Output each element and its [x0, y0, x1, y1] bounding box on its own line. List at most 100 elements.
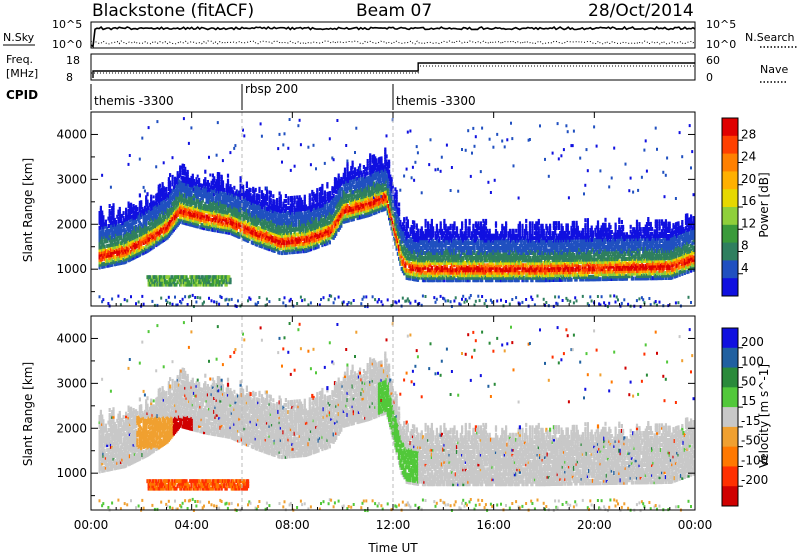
power-cell — [155, 243, 158, 248]
power-cell — [150, 209, 153, 214]
power-cell — [350, 190, 353, 195]
power-cell — [99, 223, 102, 228]
power-cell — [308, 222, 311, 227]
power-cell — [228, 196, 231, 201]
power-cell — [255, 227, 258, 232]
power-cell — [425, 241, 428, 246]
power-cell — [102, 254, 105, 259]
power-cell — [398, 217, 401, 222]
power-cell — [265, 196, 269, 201]
power-cell — [116, 224, 119, 229]
power-cell — [131, 246, 134, 251]
power-cell — [189, 294, 192, 298]
power-cell — [179, 219, 182, 224]
power-cell — [126, 234, 129, 239]
power-cell — [409, 249, 412, 254]
power-cell — [297, 239, 300, 244]
power-cell — [304, 226, 308, 231]
power-cell — [320, 233, 323, 238]
power-cell — [117, 224, 120, 229]
power-cell — [133, 252, 136, 257]
power-cell — [245, 193, 248, 198]
power-cell — [269, 190, 272, 195]
power-cell — [182, 218, 186, 223]
power-cell — [99, 237, 102, 242]
power-cell — [189, 220, 192, 224]
power-cell — [390, 196, 393, 201]
power-cell — [117, 222, 120, 226]
power-cell — [401, 249, 404, 254]
power-cell — [301, 212, 304, 217]
power-cell — [374, 163, 377, 168]
power-cell — [393, 202, 396, 206]
power-cell — [361, 202, 364, 207]
power-cell — [375, 197, 378, 202]
power-cell — [244, 205, 247, 210]
power-cell — [394, 241, 397, 246]
power-cell — [354, 169, 357, 174]
power-cell — [218, 196, 221, 201]
power-cell — [297, 224, 300, 229]
power-cell — [296, 247, 299, 252]
power-cell — [292, 242, 295, 247]
power-cell — [162, 220, 165, 225]
power-cell — [366, 171, 369, 176]
power-cell — [248, 195, 251, 199]
power-cell — [306, 216, 309, 221]
power-cell — [182, 183, 186, 188]
power-cell — [250, 230, 253, 235]
power-cell — [416, 273, 420, 277]
power-cell — [235, 231, 238, 236]
power-cell — [130, 215, 133, 220]
power-cell — [205, 194, 208, 199]
power-cell — [309, 205, 313, 210]
power-cell — [152, 207, 155, 212]
power-cell — [354, 172, 357, 177]
power-cell — [203, 191, 206, 196]
power-cell — [350, 168, 353, 173]
power-cell — [374, 193, 377, 198]
power-cell — [132, 231, 135, 236]
power-cell — [384, 194, 387, 199]
power-cell — [294, 207, 297, 212]
power-cell — [308, 198, 311, 203]
power-cell — [403, 266, 406, 271]
power-cell — [325, 219, 328, 224]
power-cell — [131, 239, 134, 244]
power-cell — [249, 232, 252, 237]
power-cell — [346, 159, 349, 163]
power-cell — [312, 191, 315, 196]
power-cell — [332, 228, 335, 233]
power-cell — [142, 208, 145, 213]
power-cell — [416, 260, 420, 265]
power-cell — [153, 211, 157, 216]
power-cell — [301, 204, 304, 209]
power-cell — [190, 185, 193, 190]
power-cell — [332, 221, 335, 226]
power-cell — [166, 300, 169, 304]
power-cell — [164, 200, 167, 205]
power-cell — [415, 262, 418, 267]
power-cell — [108, 238, 111, 243]
power-cell — [377, 167, 381, 172]
power-cell — [216, 186, 219, 191]
power-cell — [424, 223, 427, 228]
power-cell — [111, 262, 114, 267]
power-cell — [302, 222, 305, 226]
power-cell — [272, 223, 275, 228]
power-cell — [409, 237, 412, 242]
power-cell — [382, 197, 386, 202]
power-cell — [316, 244, 319, 249]
power-cell — [317, 237, 320, 242]
power-cell — [377, 179, 381, 184]
power-cell — [312, 211, 315, 216]
power-cell — [399, 224, 402, 229]
power-cell — [350, 205, 353, 210]
power-cell — [209, 212, 212, 217]
power-cell — [199, 217, 202, 222]
power-cell — [351, 200, 354, 205]
power-cell — [211, 200, 214, 205]
power-cell — [286, 223, 289, 228]
power-cell — [270, 243, 274, 248]
power-cell — [425, 275, 428, 280]
